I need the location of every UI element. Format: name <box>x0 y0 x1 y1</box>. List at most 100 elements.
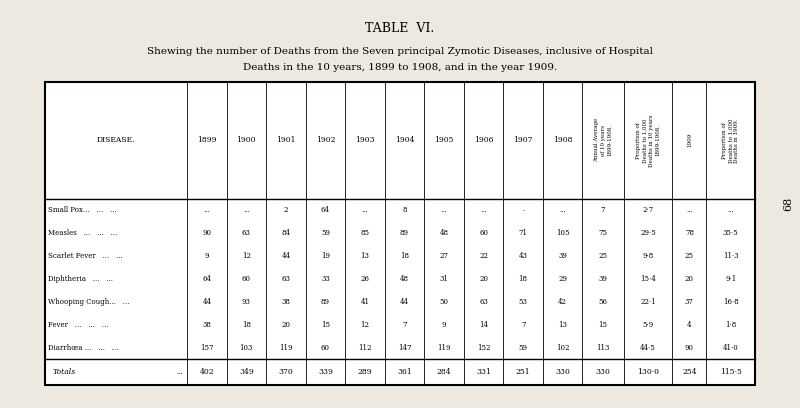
Text: 9·1: 9·1 <box>725 275 736 283</box>
Text: Fever   ...   ...   ...: Fever ... ... ... <box>48 321 109 329</box>
Text: 25: 25 <box>685 252 694 260</box>
Text: 60: 60 <box>242 275 251 283</box>
Text: 13: 13 <box>361 252 370 260</box>
Text: 68: 68 <box>783 197 793 211</box>
Text: ...: ... <box>480 206 487 214</box>
Text: 1901: 1901 <box>276 136 296 144</box>
Text: 60: 60 <box>479 229 488 237</box>
Text: 20: 20 <box>282 321 290 329</box>
Text: ...: ... <box>441 206 447 214</box>
Text: 1909: 1909 <box>687 133 692 147</box>
Text: 31: 31 <box>440 275 449 283</box>
Text: 339: 339 <box>318 368 333 376</box>
Text: 20: 20 <box>685 275 694 283</box>
Text: ...: ... <box>727 206 734 214</box>
Text: 39: 39 <box>558 252 567 260</box>
Text: 12: 12 <box>242 252 251 260</box>
Text: 152: 152 <box>477 344 490 352</box>
Text: 14: 14 <box>479 321 488 329</box>
Text: 29·5: 29·5 <box>640 229 656 237</box>
Text: 15: 15 <box>321 321 330 329</box>
Text: 59: 59 <box>321 229 330 237</box>
Text: Small Pox...   ...   ...: Small Pox... ... ... <box>48 206 117 214</box>
Text: 84: 84 <box>282 229 290 237</box>
Text: 44: 44 <box>282 252 290 260</box>
Text: 130·0: 130·0 <box>637 368 659 376</box>
Text: 64: 64 <box>321 206 330 214</box>
Text: 402: 402 <box>199 368 214 376</box>
Text: 37: 37 <box>685 298 694 306</box>
Text: 4: 4 <box>687 321 692 329</box>
Text: 38: 38 <box>202 321 211 329</box>
Text: 48: 48 <box>400 275 409 283</box>
Text: 8: 8 <box>402 206 406 214</box>
Bar <box>45 82 755 385</box>
Text: 78: 78 <box>685 229 694 237</box>
Text: 33: 33 <box>321 275 330 283</box>
Text: 42: 42 <box>558 298 567 306</box>
Text: 44: 44 <box>400 298 409 306</box>
Text: ...: ... <box>686 206 693 214</box>
Text: 41·0: 41·0 <box>723 344 738 352</box>
Text: 93: 93 <box>242 298 250 306</box>
Text: 89: 89 <box>321 298 330 306</box>
Text: 119: 119 <box>438 344 450 352</box>
Text: 102: 102 <box>556 344 570 352</box>
Text: 113: 113 <box>597 344 610 352</box>
Text: 1902: 1902 <box>316 136 335 144</box>
Text: Measles   ...   ...   ...: Measles ... ... ... <box>48 229 118 237</box>
Text: ...: ... <box>243 206 250 214</box>
Text: 13: 13 <box>558 321 567 329</box>
Text: Deaths in the 10 years, 1899 to 1908, and in the year 1909.: Deaths in the 10 years, 1899 to 1908, an… <box>243 62 557 71</box>
Text: Shewing the number of Deaths from the Seven principal Zymotic Diseases, inclusiv: Shewing the number of Deaths from the Se… <box>147 47 653 56</box>
Text: 5·9: 5·9 <box>642 321 654 329</box>
Text: 1906: 1906 <box>474 136 494 144</box>
Text: 284: 284 <box>437 368 451 376</box>
Text: 63: 63 <box>282 275 290 283</box>
Text: 119: 119 <box>279 344 293 352</box>
Text: 48: 48 <box>439 229 449 237</box>
Text: Totals: Totals <box>53 368 76 376</box>
Text: 157: 157 <box>200 344 214 352</box>
Text: 90: 90 <box>685 344 694 352</box>
Text: Proportion of
Deaths to 1,000
Deaths in 1909.: Proportion of Deaths to 1,000 Deaths in … <box>722 118 739 162</box>
Text: 9: 9 <box>442 321 446 329</box>
Text: TABLE  VI.: TABLE VI. <box>366 22 434 35</box>
Text: 11·3: 11·3 <box>723 252 738 260</box>
Text: 1900: 1900 <box>237 136 256 144</box>
Text: 64: 64 <box>202 275 211 283</box>
Text: 89: 89 <box>400 229 409 237</box>
Text: ...: ... <box>362 206 368 214</box>
Text: 29: 29 <box>558 275 567 283</box>
Text: Diphtheria   ...   ...: Diphtheria ... ... <box>48 275 113 283</box>
Text: 85: 85 <box>361 229 370 237</box>
Text: 115·5: 115·5 <box>720 368 742 376</box>
Text: ·: · <box>522 206 524 214</box>
Text: 16·8: 16·8 <box>723 298 738 306</box>
Text: Proportion of
Deaths to 1,000
Deaths in 10 years
1899-1908.: Proportion of Deaths to 1,000 Deaths in … <box>636 114 660 166</box>
Text: 39: 39 <box>598 275 607 283</box>
Text: 75: 75 <box>598 229 608 237</box>
Text: 63: 63 <box>242 229 250 237</box>
Text: 18: 18 <box>400 252 409 260</box>
Text: 361: 361 <box>397 368 412 376</box>
Text: 147: 147 <box>398 344 411 352</box>
Text: 35·5: 35·5 <box>723 229 738 237</box>
Text: 44·5: 44·5 <box>640 344 656 352</box>
Text: 90: 90 <box>202 229 211 237</box>
Text: 43: 43 <box>518 252 527 260</box>
Text: 289: 289 <box>358 368 372 376</box>
Text: 330: 330 <box>555 368 570 376</box>
Text: 63: 63 <box>479 298 488 306</box>
Text: 18: 18 <box>242 321 251 329</box>
Text: 349: 349 <box>239 368 254 376</box>
Text: 18: 18 <box>518 275 528 283</box>
Text: 331: 331 <box>476 368 491 376</box>
Text: 2·7: 2·7 <box>642 206 654 214</box>
Text: 9·8: 9·8 <box>642 252 654 260</box>
Text: 20: 20 <box>479 275 488 283</box>
Text: 25: 25 <box>598 252 608 260</box>
Text: 59: 59 <box>518 344 528 352</box>
Text: 50: 50 <box>439 298 449 306</box>
Text: 41: 41 <box>361 298 370 306</box>
